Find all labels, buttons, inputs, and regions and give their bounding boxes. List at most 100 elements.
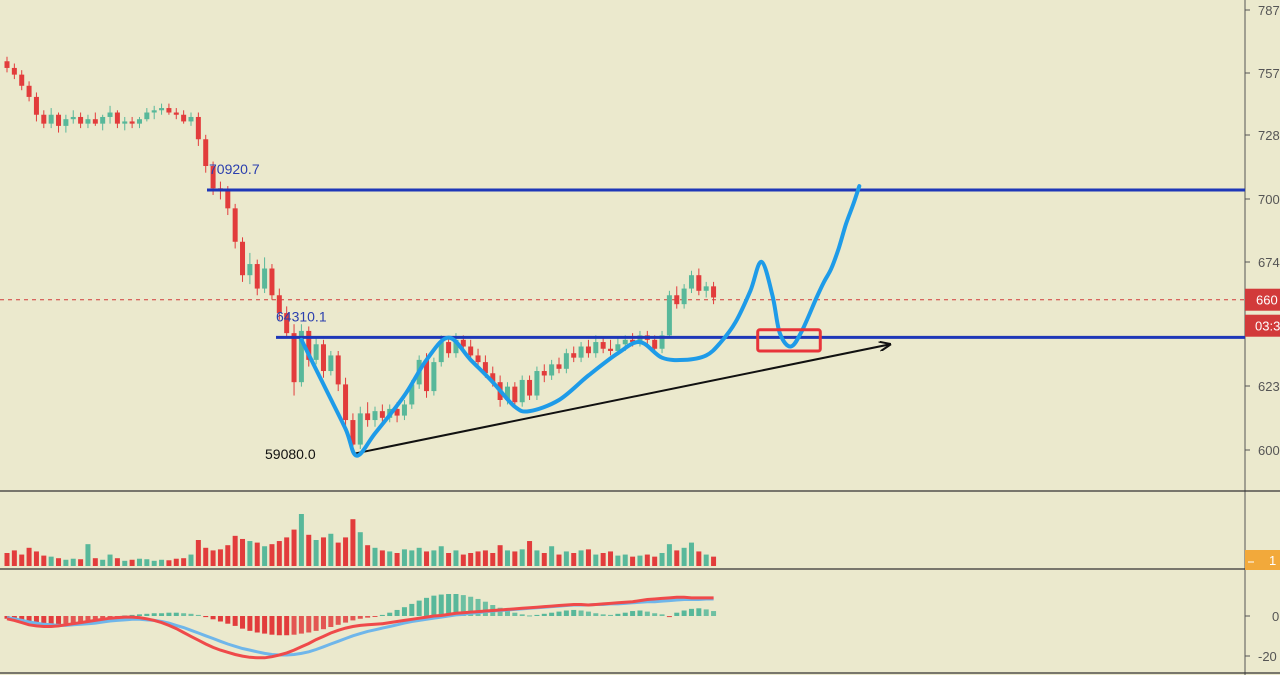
macd-histogram-bar [652, 613, 658, 616]
volume-bar [593, 554, 599, 566]
retest-highlight-box[interactable] [756, 328, 822, 353]
volume-bar [56, 558, 62, 566]
candle-body [63, 119, 69, 126]
candle-body [401, 404, 407, 416]
projected-price-path[interactable] [299, 184, 862, 458]
macd-histogram-bar [637, 610, 643, 616]
candle-body [107, 112, 113, 117]
volume-bar [615, 555, 621, 566]
candle-body [615, 344, 621, 351]
macd-histogram-bar [217, 616, 223, 622]
candle-body [26, 85, 32, 97]
macd-histogram-bar [26, 616, 32, 623]
candle-body [114, 112, 120, 124]
volume-bar [424, 551, 430, 566]
trendline-arrow[interactable] [352, 344, 890, 455]
volume-bar [475, 551, 481, 566]
candle-body [453, 339, 459, 354]
volume-bar [232, 535, 238, 566]
candle-body [556, 364, 562, 369]
volume-bar [711, 556, 717, 566]
macd-histogram-bar [56, 616, 62, 625]
candle-body [210, 166, 216, 189]
macd-histogram-bar [703, 609, 709, 616]
volume-bar [446, 553, 452, 566]
candle-body [681, 288, 687, 305]
volume-bar [195, 540, 201, 566]
macd-histogram-bar [166, 612, 172, 616]
volume-bar [630, 556, 636, 566]
candle-body [357, 413, 363, 445]
macd-histogram-bar [644, 611, 650, 616]
candle-body [298, 330, 304, 383]
candle-body [41, 114, 47, 124]
macd-histogram-bar [284, 616, 290, 636]
candle-body [328, 355, 334, 372]
candle-body [585, 346, 591, 354]
volume-bar [409, 550, 415, 566]
volume-bar [166, 560, 172, 566]
volume-bar [48, 556, 54, 566]
volume-bar [563, 551, 569, 566]
macd-histogram-bar [409, 603, 415, 616]
current-price-tag-text: 660 [1256, 293, 1278, 308]
candle-body [166, 108, 172, 113]
macd-histogram-bar [85, 616, 91, 622]
candle-body [534, 371, 540, 396]
candle-body [343, 384, 349, 421]
macd-histogram-bar [254, 616, 260, 633]
macd-signal-line [6, 597, 714, 657]
volume-bar [70, 558, 76, 566]
volume-bar [527, 541, 533, 566]
volume-bar [247, 541, 253, 566]
candle-body [144, 112, 150, 120]
macd-histogram-bar [468, 596, 474, 616]
candle-body [284, 313, 290, 334]
candle-body [78, 116, 84, 124]
candle-body [33, 96, 39, 115]
candle-body [4, 61, 10, 68]
macd-histogram-bar [306, 616, 312, 633]
macd-histogram-bar [460, 595, 466, 616]
volume-bar [144, 559, 150, 566]
current-price-tag [1245, 288, 1280, 311]
macd-histogram-bar [438, 594, 444, 616]
macd-indicator [4, 594, 717, 660]
macd-line [6, 595, 714, 660]
volume-bar [519, 549, 525, 566]
candle-body [431, 362, 437, 392]
candle-body [696, 275, 702, 291]
volume-tag [1245, 550, 1280, 570]
macd-histogram-bar [262, 616, 268, 634]
volume-bars [4, 514, 717, 566]
macd-histogram-bar [159, 613, 165, 616]
candle-body [262, 268, 268, 289]
macd-histogram-bar [541, 613, 547, 616]
volume-bar [674, 550, 680, 566]
macd-histogram-bar [556, 611, 562, 616]
candle-body [92, 119, 98, 124]
candle-body [593, 342, 599, 354]
candle-body [608, 348, 614, 351]
macd-histogram-bar [291, 616, 297, 635]
macd-histogram-bar [225, 616, 231, 624]
macd-histogram-bar [4, 616, 10, 619]
volume-bar [578, 550, 584, 566]
candle-body [291, 333, 297, 383]
volume-bar [284, 537, 290, 566]
price-axis[interactable]: 787 757 728 700 674 623 600 [1258, 3, 1280, 458]
macd-histogram-bar [475, 598, 481, 616]
volume-bar [107, 554, 113, 566]
volume-bar [129, 559, 135, 566]
volume-bar [114, 558, 120, 566]
candle-body [365, 413, 371, 421]
candle-body [549, 364, 555, 376]
volume-bar [92, 558, 98, 566]
candle-body [703, 286, 709, 291]
volume-bar [78, 559, 84, 566]
candle-body [85, 119, 91, 124]
macd-histogram-bar [659, 614, 665, 616]
volume-bar [490, 553, 496, 566]
volume-bar [387, 551, 393, 566]
